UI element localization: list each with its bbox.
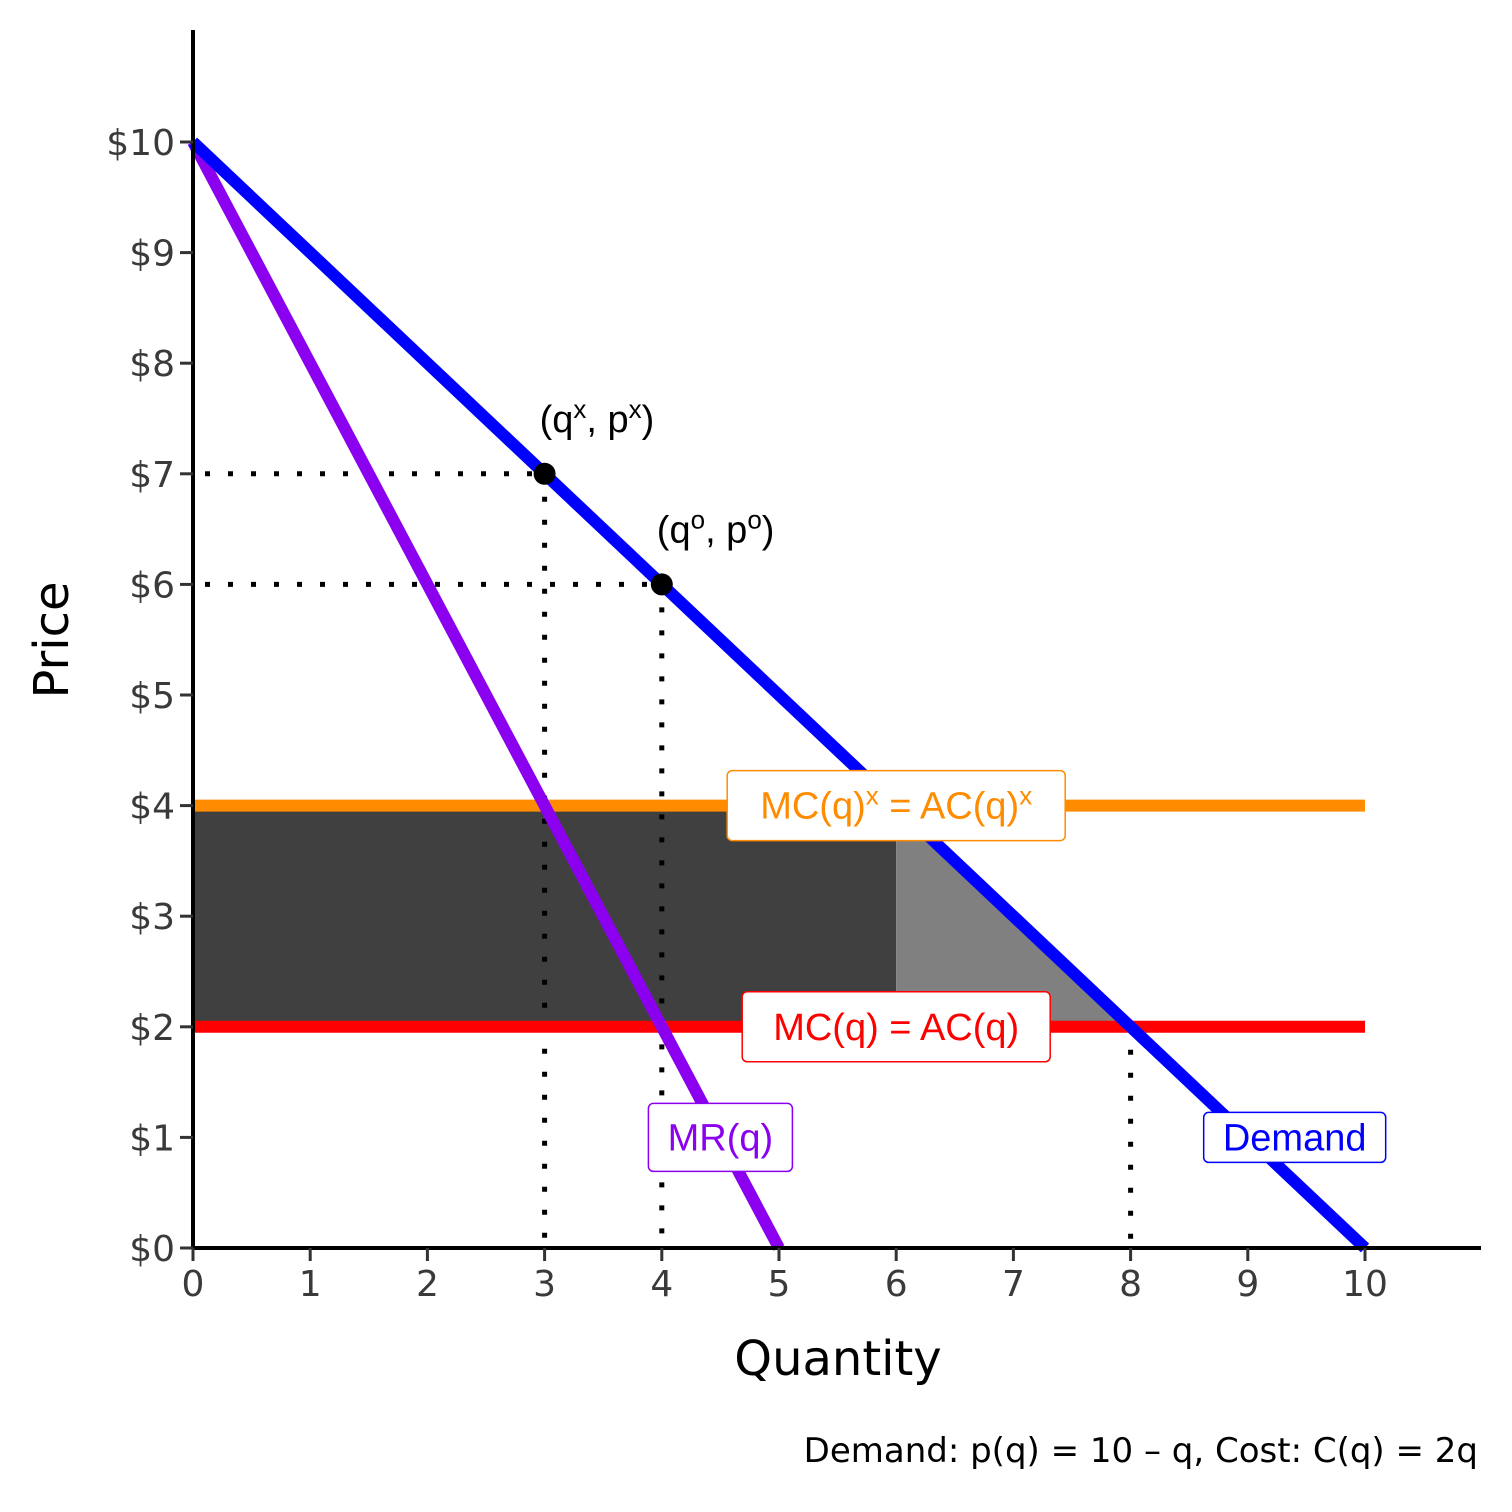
mr-line [187, 139, 785, 1251]
mc-label-box [741, 991, 1051, 1063]
mc-label: MC(q) = AC(q) [741, 991, 1051, 1063]
y-axis-title: Price [24, 581, 80, 698]
x-tick-label: 10 [1342, 1264, 1388, 1305]
mcx-part: = AC(q) [879, 786, 1019, 828]
curves [187, 137, 1370, 1253]
x-tick-label: 6 [885, 1264, 908, 1305]
x-tick-label: 7 [1002, 1264, 1025, 1305]
x-tick-label: 4 [650, 1264, 673, 1305]
x-tick-label: 2 [416, 1264, 439, 1305]
x-tick-label: 0 [182, 1264, 205, 1305]
mcx-label-text: MC(q)x = AC(q)x [760, 781, 1032, 828]
point-1 [650, 573, 673, 596]
mc-label-text: MC(q) = AC(q) [773, 1007, 1019, 1049]
y-tick-label: $6 [129, 565, 175, 606]
point-0 [533, 462, 556, 485]
x-tick-label: 3 [533, 1264, 556, 1305]
mcx-part: MC(q) [760, 786, 866, 828]
point-label-part: o [691, 504, 705, 534]
y-tick-label: $2 [129, 1008, 175, 1049]
x-axis-title: Quantity [734, 1331, 941, 1387]
y-tick-label: $3 [129, 897, 175, 938]
mr-label-text: MR(q) [668, 1117, 774, 1159]
axes: 0 1 2 3 4 5 6 7 8 9 10 $0 $1 $2 $3 $4 $5 $6 $7 $8 $9 $10 [106, 30, 1481, 1305]
points: (qx, px)(qo, po) [533, 394, 775, 596]
y-tick-label: $7 [129, 455, 175, 496]
demand-line [188, 137, 1370, 1253]
point-label-part: (q [540, 399, 574, 441]
point-label-part: ) [762, 509, 775, 551]
y-tick-label: $10 [106, 123, 175, 164]
y-tick-label: $9 [129, 234, 175, 275]
point-label-part: x [573, 394, 586, 424]
y-tick-label: $1 [129, 1118, 175, 1159]
y-tick-label: $0 [129, 1229, 175, 1270]
y-tick-label: $4 [129, 787, 175, 828]
point-label-part: , p [705, 509, 747, 551]
point-label-part: (q [657, 509, 691, 551]
mcx-sup: x [1019, 781, 1032, 811]
mr-label-box [647, 1102, 794, 1173]
point-label-part: ) [642, 399, 655, 441]
mr-label: MR(q) [647, 1102, 794, 1173]
demand-label: Demand [1202, 1111, 1387, 1164]
point-label-part: , p [586, 399, 628, 441]
y-tick-label: $5 [129, 676, 175, 717]
x-tick-label: 5 [768, 1264, 791, 1305]
demand-label-box [1202, 1111, 1387, 1164]
x-tick-label: 1 [299, 1264, 322, 1305]
mcx-label-box [726, 769, 1066, 842]
point-label-1: (qo, po) [657, 504, 775, 551]
point-label-0: (qx, px) [540, 394, 655, 441]
mcx-label: MC(q)x = AC(q)x [726, 769, 1066, 842]
point-label-part: o [747, 504, 761, 534]
demand-label-text: Demand [1223, 1117, 1367, 1159]
x-tick-label: 8 [1119, 1264, 1142, 1305]
y-tick-label: $8 [129, 344, 175, 385]
mcx-sup: x [866, 781, 879, 811]
x-tick-label: 9 [1236, 1264, 1259, 1305]
point-label-part: x [629, 394, 642, 424]
chart-caption: Demand: p(q) = 10 – q, Cost: C(q) = 2q [804, 1431, 1478, 1471]
